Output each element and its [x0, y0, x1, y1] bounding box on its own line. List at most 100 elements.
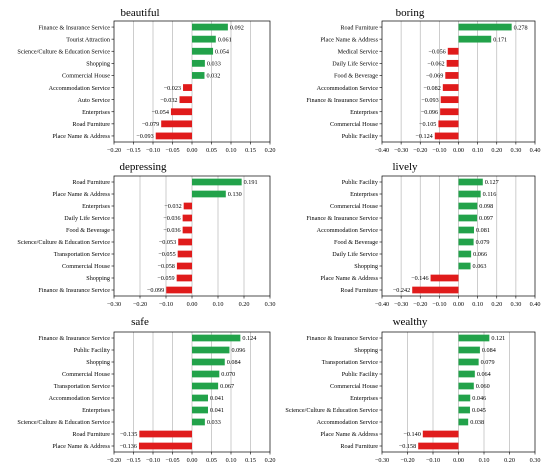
bar	[438, 120, 459, 128]
category-label: Science/Culture & Education Service	[17, 48, 110, 55]
chart-beautiful: beautiful −0.20 −0.15 −0.10 −0.05 0.00 0.05 0.1…	[17, 7, 275, 154]
chart-title: wealthy	[393, 316, 428, 328]
data-label: −0.056	[428, 48, 445, 55]
x-tick-label: 0.10	[472, 301, 483, 308]
category-label: Accommodation Service	[317, 419, 379, 426]
category-label: Accommodation Service	[49, 395, 111, 402]
category-label: Finance & Insurance Service	[38, 24, 110, 31]
category-label: Enterprises	[350, 395, 378, 402]
bar	[192, 178, 242, 186]
data-label: −0.054	[152, 109, 169, 116]
category-label: Medical Service	[338, 48, 379, 55]
category-label: Food & Beverage	[334, 73, 378, 80]
data-label: −0.032	[160, 97, 177, 104]
x-tick-label: 0.30	[510, 147, 521, 154]
bar	[178, 238, 192, 246]
category-label: Enterprises	[82, 407, 110, 414]
category-label: Enterprises	[82, 203, 110, 210]
category-label: Road Furniture	[340, 443, 378, 450]
chart-title: boring	[396, 7, 425, 19]
data-label: −0.099	[147, 287, 164, 294]
data-label: 0.278	[514, 24, 528, 31]
bar	[446, 59, 459, 67]
bar	[430, 274, 459, 282]
data-label: −0.036	[163, 227, 180, 234]
bar	[434, 132, 459, 140]
category-label: Food & Beverage	[334, 239, 378, 246]
bar	[170, 108, 192, 116]
chart-depressing: depressing −0.30 −0.20 −0.10 0.00 0.10 0.20 0.3…	[17, 161, 275, 308]
category-label: Road Furniture	[72, 431, 110, 438]
x-tick-label: 0.20	[491, 147, 502, 154]
bar	[192, 72, 205, 79]
x-tick-label: 0.20	[504, 457, 515, 464]
data-label: 0.066	[473, 251, 487, 258]
data-label: 0.084	[482, 347, 496, 354]
bar	[155, 132, 192, 140]
bar	[176, 262, 192, 270]
bar	[458, 190, 481, 198]
data-label: 0.054	[215, 48, 229, 55]
category-label: Commercial House	[330, 203, 378, 210]
category-label: Accommodation Service	[317, 227, 379, 234]
category-label: Enterprises	[82, 109, 110, 116]
plot-frame	[113, 331, 271, 453]
x-tick-label: −0.40	[375, 301, 389, 308]
bar	[161, 120, 192, 128]
chart-lively: lively −0.40 −0.30 −0.20 −0.10 0.00 0.10 0.20 0.…	[306, 161, 540, 308]
data-label: 0.041	[210, 395, 224, 402]
category-label: Public Facility	[74, 347, 111, 354]
category-label: Commercial House	[62, 73, 110, 80]
chart-title: safe	[131, 316, 149, 328]
chart-wealthy: wealthy −0.30 −0.20 −0.10 0.00 0.10 0.20 0.30 Fi…	[285, 316, 540, 464]
x-tick-label: 0.00	[453, 457, 464, 464]
bar	[422, 430, 459, 438]
plot-frame	[113, 175, 271, 297]
x-tick-label: −0.30	[375, 457, 389, 464]
data-label: 0.097	[479, 215, 493, 222]
data-label: 0.121	[491, 335, 505, 342]
data-label: −0.053	[159, 239, 176, 246]
bar	[192, 418, 205, 426]
x-tick-label: 0.05	[206, 147, 217, 154]
bar	[458, 214, 478, 222]
bar	[458, 250, 472, 258]
category-label: Finance & Insurance Service	[306, 215, 378, 222]
plot-frame	[381, 20, 536, 143]
x-tick-label: 0.10	[479, 457, 490, 464]
category-label: Commercial House	[62, 371, 110, 378]
data-label: 0.079	[476, 239, 490, 246]
x-tick-label: −0.30	[107, 301, 121, 308]
category-label: Place Name & Address	[52, 191, 110, 198]
bar	[458, 23, 512, 31]
category-label: Shopping	[86, 275, 110, 282]
x-tick-label: −0.05	[165, 457, 179, 464]
category-label: Finance & Insurance Service	[306, 335, 378, 342]
chart-boring: boring −0.40 −0.30 −0.20 −0.10 0.00 0.10 0.20 0.…	[306, 7, 540, 154]
category-label: Shopping	[86, 61, 110, 68]
bar	[177, 250, 192, 258]
x-tick-label: 0.15	[245, 147, 256, 154]
category-label: Road Furniture	[340, 287, 378, 294]
x-tick-label: 0.30	[265, 301, 276, 308]
bar	[440, 108, 459, 116]
bar	[192, 346, 230, 354]
data-label: 0.060	[476, 383, 490, 390]
x-tick-label: 0.15	[245, 457, 256, 464]
category-label: Commercial House	[330, 383, 378, 390]
bar	[179, 96, 192, 104]
data-label: −0.036	[163, 215, 180, 222]
x-tick-label: −0.15	[126, 457, 140, 464]
x-tick-label: 0.00	[453, 301, 464, 308]
x-tick-label: −0.10	[159, 301, 173, 308]
data-label: 0.098	[479, 203, 493, 210]
data-label: −0.059	[157, 275, 174, 282]
category-label: Daily Life Service	[332, 251, 378, 258]
bar	[183, 84, 192, 91]
bar	[192, 358, 225, 366]
bar	[458, 370, 475, 378]
data-label: −0.105	[419, 121, 436, 128]
data-label: −0.158	[399, 443, 416, 450]
bar	[458, 262, 471, 270]
